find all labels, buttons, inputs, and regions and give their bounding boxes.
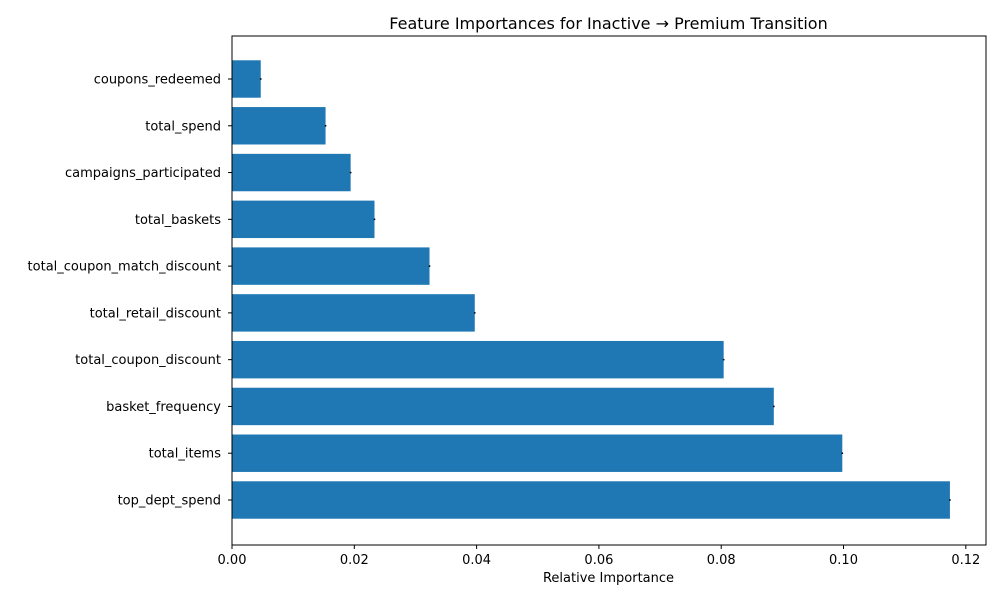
- axes-frame: [231, 35, 987, 546]
- y-tick-label: basket_frequency: [106, 400, 221, 415]
- bar-total_retail_discount: [232, 294, 475, 332]
- x-tick-label: 0.00: [218, 553, 247, 568]
- y-tick-label: total_coupon_match_discount: [28, 260, 221, 275]
- bar-total_coupon_match_discount: [232, 247, 430, 285]
- bar-total_baskets: [232, 200, 375, 239]
- x-tick-label: 0.06: [584, 553, 613, 568]
- y-tick-labels: coupons_redeemed total_spend campaigns_par…: [28, 73, 232, 509]
- bar-total_spend: [232, 107, 326, 145]
- y-tick-label: top_dept_spend: [118, 494, 221, 509]
- x-tick-label: 0.10: [829, 553, 858, 568]
- bar-campaigns_participated: [232, 153, 351, 192]
- chart-title: Feature Importances for Inactive → Premi…: [389, 14, 827, 33]
- bar-basket_frequency: [232, 387, 774, 426]
- y-tick-label: coupons_redeemed: [94, 73, 221, 88]
- bar-top_dept_spend: [232, 481, 950, 519]
- bars-group: [232, 60, 951, 519]
- y-tick-label: total_coupon_discount: [75, 353, 221, 368]
- bar-total_items: [232, 434, 843, 472]
- y-tick-label: total_spend: [145, 119, 221, 134]
- bar-total_coupon_discount: [232, 340, 724, 379]
- y-tick-label: total_retail_discount: [90, 306, 221, 321]
- bar-coupons_redeemed: [232, 60, 261, 98]
- x-tick-label: 0.12: [951, 553, 980, 568]
- y-tick-label: campaigns_participated: [65, 166, 221, 181]
- x-ticks: 0.00 0.02 0.04 0.06 0.08 0.10 0.12: [218, 545, 980, 568]
- x-tick-label: 0.08: [707, 553, 736, 568]
- x-tick-label: 0.02: [340, 553, 369, 568]
- x-tick-label: 0.04: [462, 553, 491, 568]
- x-axis-label: Relative Importance: [543, 571, 674, 586]
- y-tick-label: total_baskets: [135, 213, 221, 228]
- y-tick-label: total_items: [149, 447, 222, 462]
